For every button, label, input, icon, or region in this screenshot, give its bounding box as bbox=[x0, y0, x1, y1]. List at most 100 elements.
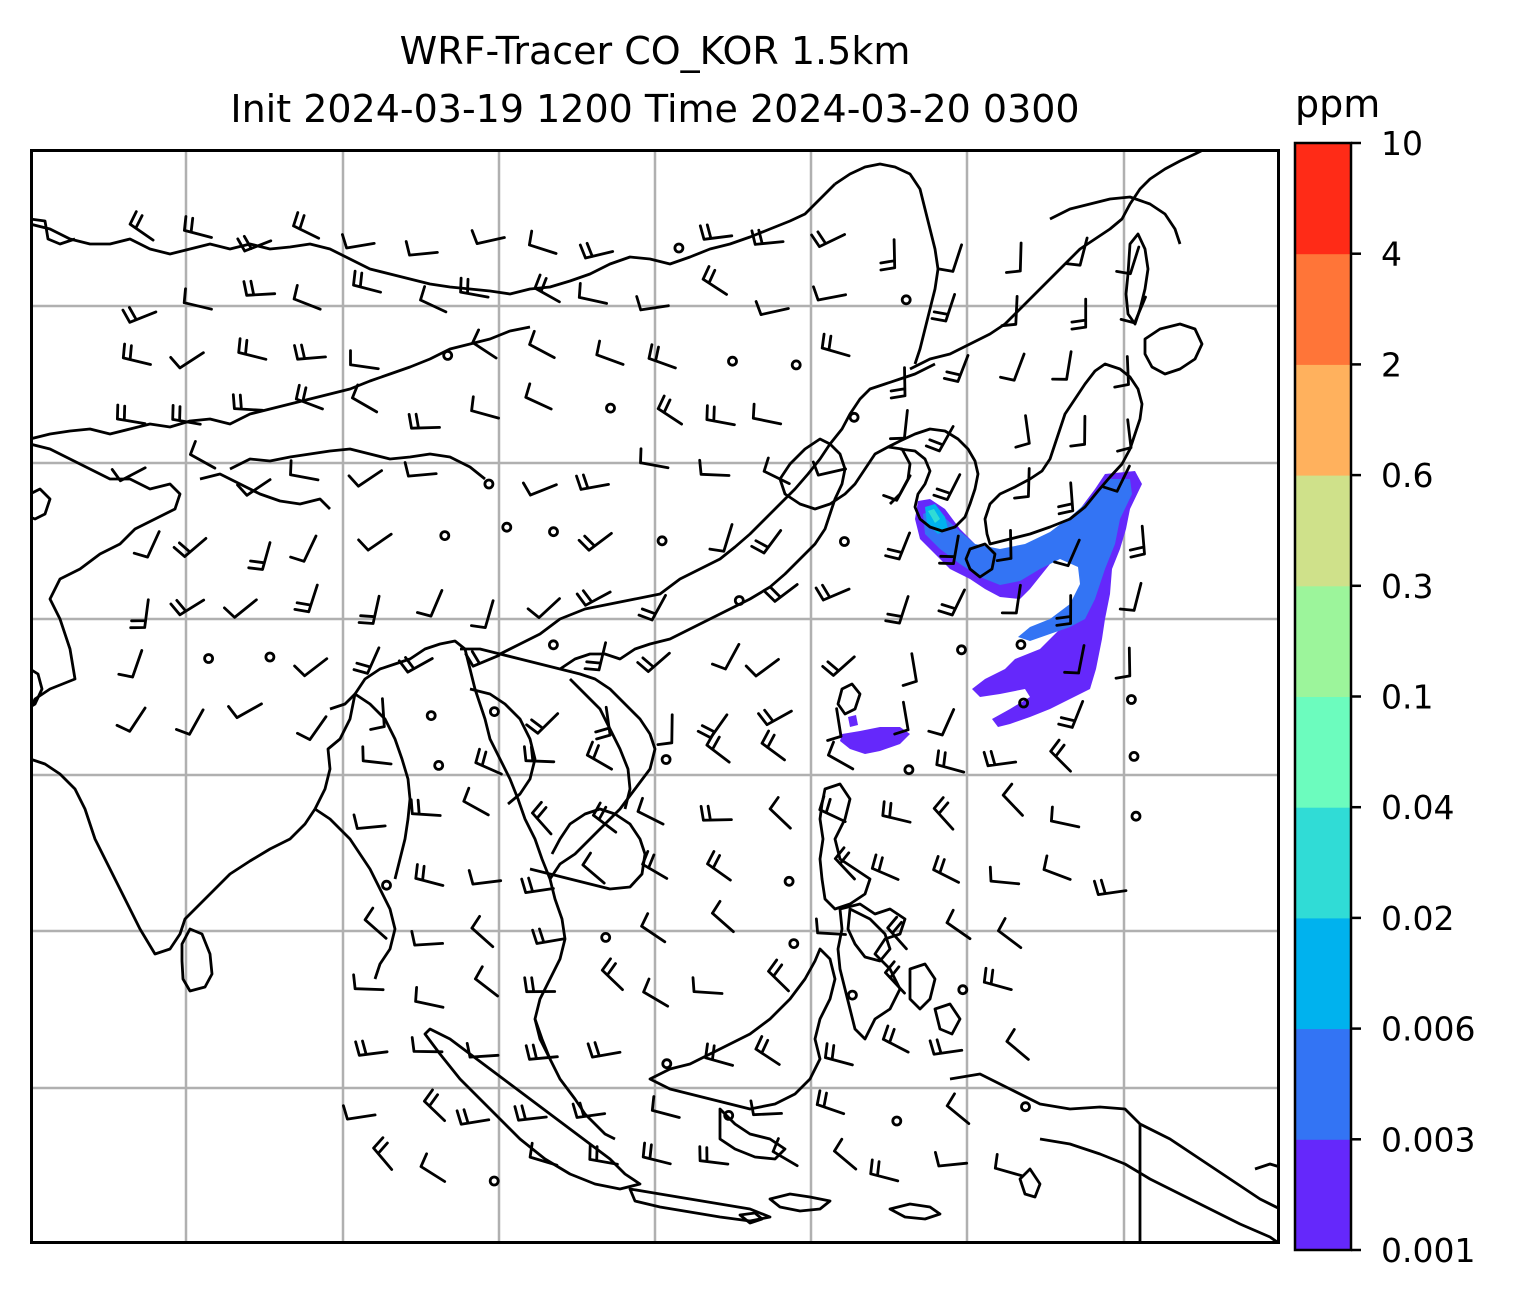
colorbar-tick-label: 0.006 bbox=[1381, 1010, 1475, 1049]
coast-sulawesi-south bbox=[718, 1107, 787, 1161]
wind-barb bbox=[110, 466, 147, 483]
calm-wind-marker bbox=[727, 355, 738, 367]
coast-mongolia-border bbox=[30, 183, 836, 296]
wind-barb bbox=[1051, 350, 1073, 381]
wind-barb bbox=[636, 651, 671, 673]
wind-barb bbox=[289, 534, 318, 563]
wind-barb bbox=[927, 708, 956, 737]
wind-barb bbox=[459, 276, 490, 299]
wind-barb bbox=[169, 351, 205, 370]
calm-wind-marker bbox=[839, 536, 850, 547]
wind-barb bbox=[423, 1088, 446, 1122]
wind-barb bbox=[935, 749, 966, 774]
colorbar-tick-label: 0.02 bbox=[1381, 899, 1454, 938]
colorbar-segment bbox=[1295, 917, 1351, 1030]
wind-barb bbox=[884, 595, 910, 625]
colorbar-unit: ppm bbox=[1295, 82, 1381, 126]
coast-indian-subcontinent bbox=[30, 442, 182, 710]
calm-wind-marker bbox=[1130, 810, 1142, 822]
coast-maluku bbox=[908, 962, 962, 1036]
wind-barb bbox=[577, 532, 613, 552]
wind-barb bbox=[357, 532, 393, 552]
wind-barb bbox=[870, 853, 900, 881]
wind-barb bbox=[342, 1104, 377, 1121]
wind-barb bbox=[938, 534, 960, 565]
coastlines bbox=[30, 149, 1280, 1244]
wind-barb bbox=[594, 705, 612, 741]
wind-barb bbox=[352, 646, 381, 675]
wind-barb bbox=[711, 900, 735, 934]
coast-sulawesi bbox=[836, 902, 907, 1041]
wind-barb bbox=[826, 707, 843, 742]
wind-barb bbox=[942, 354, 970, 383]
wind-barb bbox=[585, 740, 613, 771]
wind-barb bbox=[292, 284, 322, 311]
wind-barb bbox=[465, 1042, 500, 1059]
wind-barb bbox=[637, 594, 667, 622]
wind-barb bbox=[704, 1042, 734, 1067]
wind-barb bbox=[824, 1042, 854, 1067]
wind-barb bbox=[227, 702, 263, 719]
map-border bbox=[30, 149, 1280, 1244]
wind-barb bbox=[361, 745, 393, 766]
calm-wind-marker bbox=[900, 294, 912, 306]
colorbar-tick-label: 0.3 bbox=[1381, 567, 1433, 606]
wind-barb bbox=[223, 598, 258, 619]
wind-barb bbox=[231, 393, 264, 412]
wind-barb bbox=[128, 210, 155, 242]
wind-barb bbox=[833, 1137, 858, 1171]
wind-barb bbox=[982, 966, 1013, 991]
coast-timor bbox=[888, 1202, 942, 1221]
calm-wind-marker bbox=[1126, 694, 1137, 705]
colorbar-segment bbox=[1295, 1139, 1351, 1251]
coast-russia-far-east bbox=[909, 149, 1206, 371]
wind-barb bbox=[414, 986, 445, 1009]
wind-barb bbox=[639, 447, 670, 470]
colorbar-tick-label: 0.003 bbox=[1381, 1120, 1475, 1159]
wind-barb bbox=[575, 589, 612, 607]
coast-sri-lanka bbox=[180, 927, 214, 993]
coast-halmahera bbox=[1018, 1167, 1042, 1199]
colorbar-tick-label: 2 bbox=[1381, 345, 1402, 384]
coast-nepal bbox=[199, 472, 331, 510]
wind-barb bbox=[470, 395, 500, 420]
coast-china bbox=[499, 362, 936, 656]
calm-wind-marker bbox=[790, 359, 802, 371]
wind-barb bbox=[571, 1101, 607, 1119]
wind-barb bbox=[767, 958, 790, 993]
coast-japan-kyushu bbox=[964, 542, 997, 579]
plume-taiwan-spot bbox=[848, 715, 858, 727]
wind-barb bbox=[236, 234, 273, 253]
calm-wind-marker bbox=[483, 478, 495, 490]
wind-barb bbox=[583, 641, 607, 672]
calm-wind-marker bbox=[433, 760, 445, 771]
wind-barb bbox=[172, 537, 208, 558]
wind-barb bbox=[528, 329, 556, 359]
wind-barb bbox=[884, 531, 911, 561]
wind-barb bbox=[1055, 594, 1073, 627]
calm-wind-marker bbox=[488, 1175, 500, 1187]
wind-barb bbox=[869, 1158, 900, 1183]
wind-barb bbox=[1113, 355, 1130, 389]
wind-barb bbox=[884, 960, 906, 995]
coast-vietnam bbox=[569, 678, 632, 810]
wind-barb bbox=[744, 658, 780, 678]
coast-gulf-thailand bbox=[529, 807, 647, 891]
wind-barb bbox=[705, 731, 731, 764]
wind-barb bbox=[1069, 414, 1087, 448]
wind-barb bbox=[189, 440, 217, 470]
wind-barb bbox=[708, 523, 734, 553]
wind-barb bbox=[1013, 467, 1031, 500]
wind-barb bbox=[533, 273, 561, 304]
wind-barb bbox=[592, 801, 618, 834]
wind-barb bbox=[757, 708, 793, 727]
wind-barb bbox=[294, 383, 324, 411]
wind-barb bbox=[945, 1092, 971, 1125]
wind-barb bbox=[363, 906, 388, 940]
wind-barb bbox=[397, 656, 434, 674]
wind-barb bbox=[640, 912, 667, 944]
wind-barb bbox=[749, 1099, 783, 1117]
wind-barb bbox=[595, 339, 625, 366]
coast-west-edge bbox=[30, 217, 76, 246]
wind-barb bbox=[419, 1152, 447, 1183]
